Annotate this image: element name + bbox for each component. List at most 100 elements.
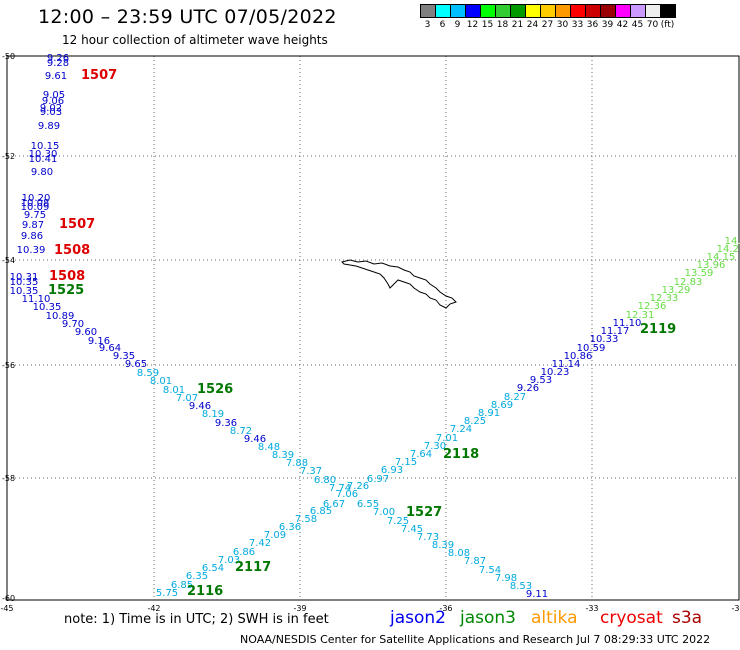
wave-height-value: 13.59 [685, 268, 714, 279]
wave-height-value: 7.07 [176, 393, 198, 404]
wave-height-value: 9.26 [47, 53, 69, 64]
axis-labels: -50 -52 -54 -56 -58 -60-45 -42 -39 -36 -33 -30 [0, 52, 740, 612]
wave-height-value: 14.15 [707, 252, 736, 263]
wave-height-value: 7.24 [450, 424, 472, 435]
wave-height-value: 7.42 [249, 538, 271, 549]
wave-height-value: 7.30 [424, 441, 446, 452]
legend-item-jason3: jason3 [460, 608, 516, 628]
wave-height-value: 10.15 [31, 141, 60, 152]
wave-height-value: 8.59 [137, 368, 159, 379]
wave-height-value: 10.33 [590, 334, 619, 345]
lat-lon-grid [6, 55, 740, 601]
color-scale: 3 6 9 12 15 18 21 24 27 30 33 36 39 42 45 70 (ft) [420, 4, 676, 30]
wave-height-value: 12.33 [650, 293, 679, 304]
lat-label: -52 [2, 152, 15, 161]
wave-height-value: 9.05 [43, 90, 65, 101]
wave-height-value: 10.39 [17, 245, 46, 256]
scale-label: 36 [586, 20, 599, 30]
legend-item-jason2: jason2 [390, 608, 446, 628]
legend-item-s3a: s3a [672, 608, 703, 628]
wave-height-value: 9.16 [88, 336, 110, 347]
pass-time-label: 1507 [59, 217, 95, 232]
wave-height-value: 7.64 [410, 449, 432, 460]
wave-height-value: 7.15 [395, 457, 417, 468]
wave-height-value: 7.73 [417, 532, 439, 543]
legend-item-altika: altika [531, 608, 578, 628]
wave-height-value: 11.10 [22, 294, 51, 305]
pass-time-label: 2119 [640, 322, 676, 337]
scale-swatch [660, 4, 676, 18]
wave-height-value: 6.97 [367, 474, 389, 485]
wave-height-value: 12.36 [638, 301, 667, 312]
wave-height-value: 7.58 [295, 514, 317, 525]
lat-label: -56 [2, 361, 15, 370]
wave-height-value: 9.89 [38, 121, 60, 132]
wave-height-value: 7.25 [387, 516, 409, 527]
lat-label: -50 [2, 52, 15, 61]
wave-height-value: 9.02 [40, 103, 62, 114]
wave-height-value: 10.08 [21, 198, 50, 209]
wave-height-value: 9.75 [24, 210, 46, 221]
wave-height-value: 6.85 [310, 506, 332, 517]
wave-height-value: 7.37 [300, 466, 322, 477]
scale-label: 30 [556, 20, 569, 30]
wave-height-value: 10.41 [29, 154, 58, 165]
wave-height-value: 7.45 [401, 524, 423, 535]
wave-height-value: 7.54 [479, 565, 501, 576]
pass-time-label: 2116 [187, 584, 223, 599]
wave-height-value: 8.72 [230, 426, 252, 437]
wave-height-value: 10.23 [541, 367, 570, 378]
wave-height-value: 10.59 [577, 343, 606, 354]
south-georgia-island [341, 259, 457, 309]
pass-time-label: 1508 [49, 269, 85, 284]
scale-label: 33 [571, 20, 584, 30]
wave-height-value: 7.09 [264, 530, 286, 541]
wave-height-value: 7.98 [495, 573, 517, 584]
lon-label: -42 [147, 604, 160, 612]
color-scale-swatches [420, 4, 676, 18]
wave-height-value: 6.55 [357, 499, 379, 510]
wave-height-value: 10.35 [10, 277, 39, 288]
wave-height-value: 10.86 [564, 351, 593, 362]
pass-time-label: 1508 [54, 243, 90, 258]
wave-height-value: 8.08 [448, 548, 470, 559]
lon-label: -30 [731, 604, 740, 612]
altimeter-observations: 9.269.289.619.059.069.029.039.8910.1510.… [10, 53, 740, 600]
wave-height-value: 11.17 [601, 326, 630, 337]
pass-time-label: 1507 [81, 68, 117, 83]
wave-height-value: 10.35 [33, 302, 62, 313]
wave-height-value: 9.64 [99, 343, 121, 354]
wave-height-value: 9.87 [22, 220, 44, 231]
legend-item-cryosat: cryosat [600, 608, 663, 628]
wave-height-value: 11.10 [613, 318, 642, 329]
pass-time-label: 1527 [406, 505, 442, 520]
wave-height-value: 8.69 [491, 400, 513, 411]
map-subtitle: 12 hour collection of altimeter wave hei… [62, 33, 328, 47]
lon-label: -36 [439, 604, 452, 612]
wave-height-value: 6.80 [314, 475, 336, 486]
lon-label: -33 [585, 604, 598, 612]
wave-height-value: 10.09 [21, 202, 50, 213]
wave-height-value: 9.65 [125, 359, 147, 370]
wave-height-value: 7.87 [464, 556, 486, 567]
wave-height-value: 11.14 [552, 359, 581, 370]
wave-height-value: 10.31 [10, 272, 39, 283]
wave-height-value: 5.75 [156, 588, 178, 599]
lat-label: -60 [2, 594, 15, 603]
lat-label: -58 [2, 474, 15, 483]
scale-label: 39 [601, 20, 614, 30]
wave-height-value: 7.06 [336, 489, 358, 500]
wave-height-value: 7.00 [373, 507, 395, 518]
wave-height-value: 7.74 [329, 483, 351, 494]
scale-label: 9 [454, 20, 461, 30]
wave-height-map: -50 -52 -54 -56 -58 -60-45 -42 -39 -36 -33 -30 9.2… [0, 52, 740, 612]
scale-label: 6 [439, 20, 446, 30]
wave-height-value: 14.23 [717, 244, 740, 255]
wave-height-value: 9.11 [526, 589, 548, 600]
scale-label: 70 [646, 20, 659, 30]
scale-label: (ft) [660, 20, 675, 30]
footnote: note: 1) Time is in UTC; 2) SWH is in fe… [64, 612, 329, 627]
wave-height-value: 12.83 [674, 277, 703, 288]
pass-time-label: 2118 [443, 447, 479, 462]
wave-height-value: 9.60 [75, 327, 97, 338]
